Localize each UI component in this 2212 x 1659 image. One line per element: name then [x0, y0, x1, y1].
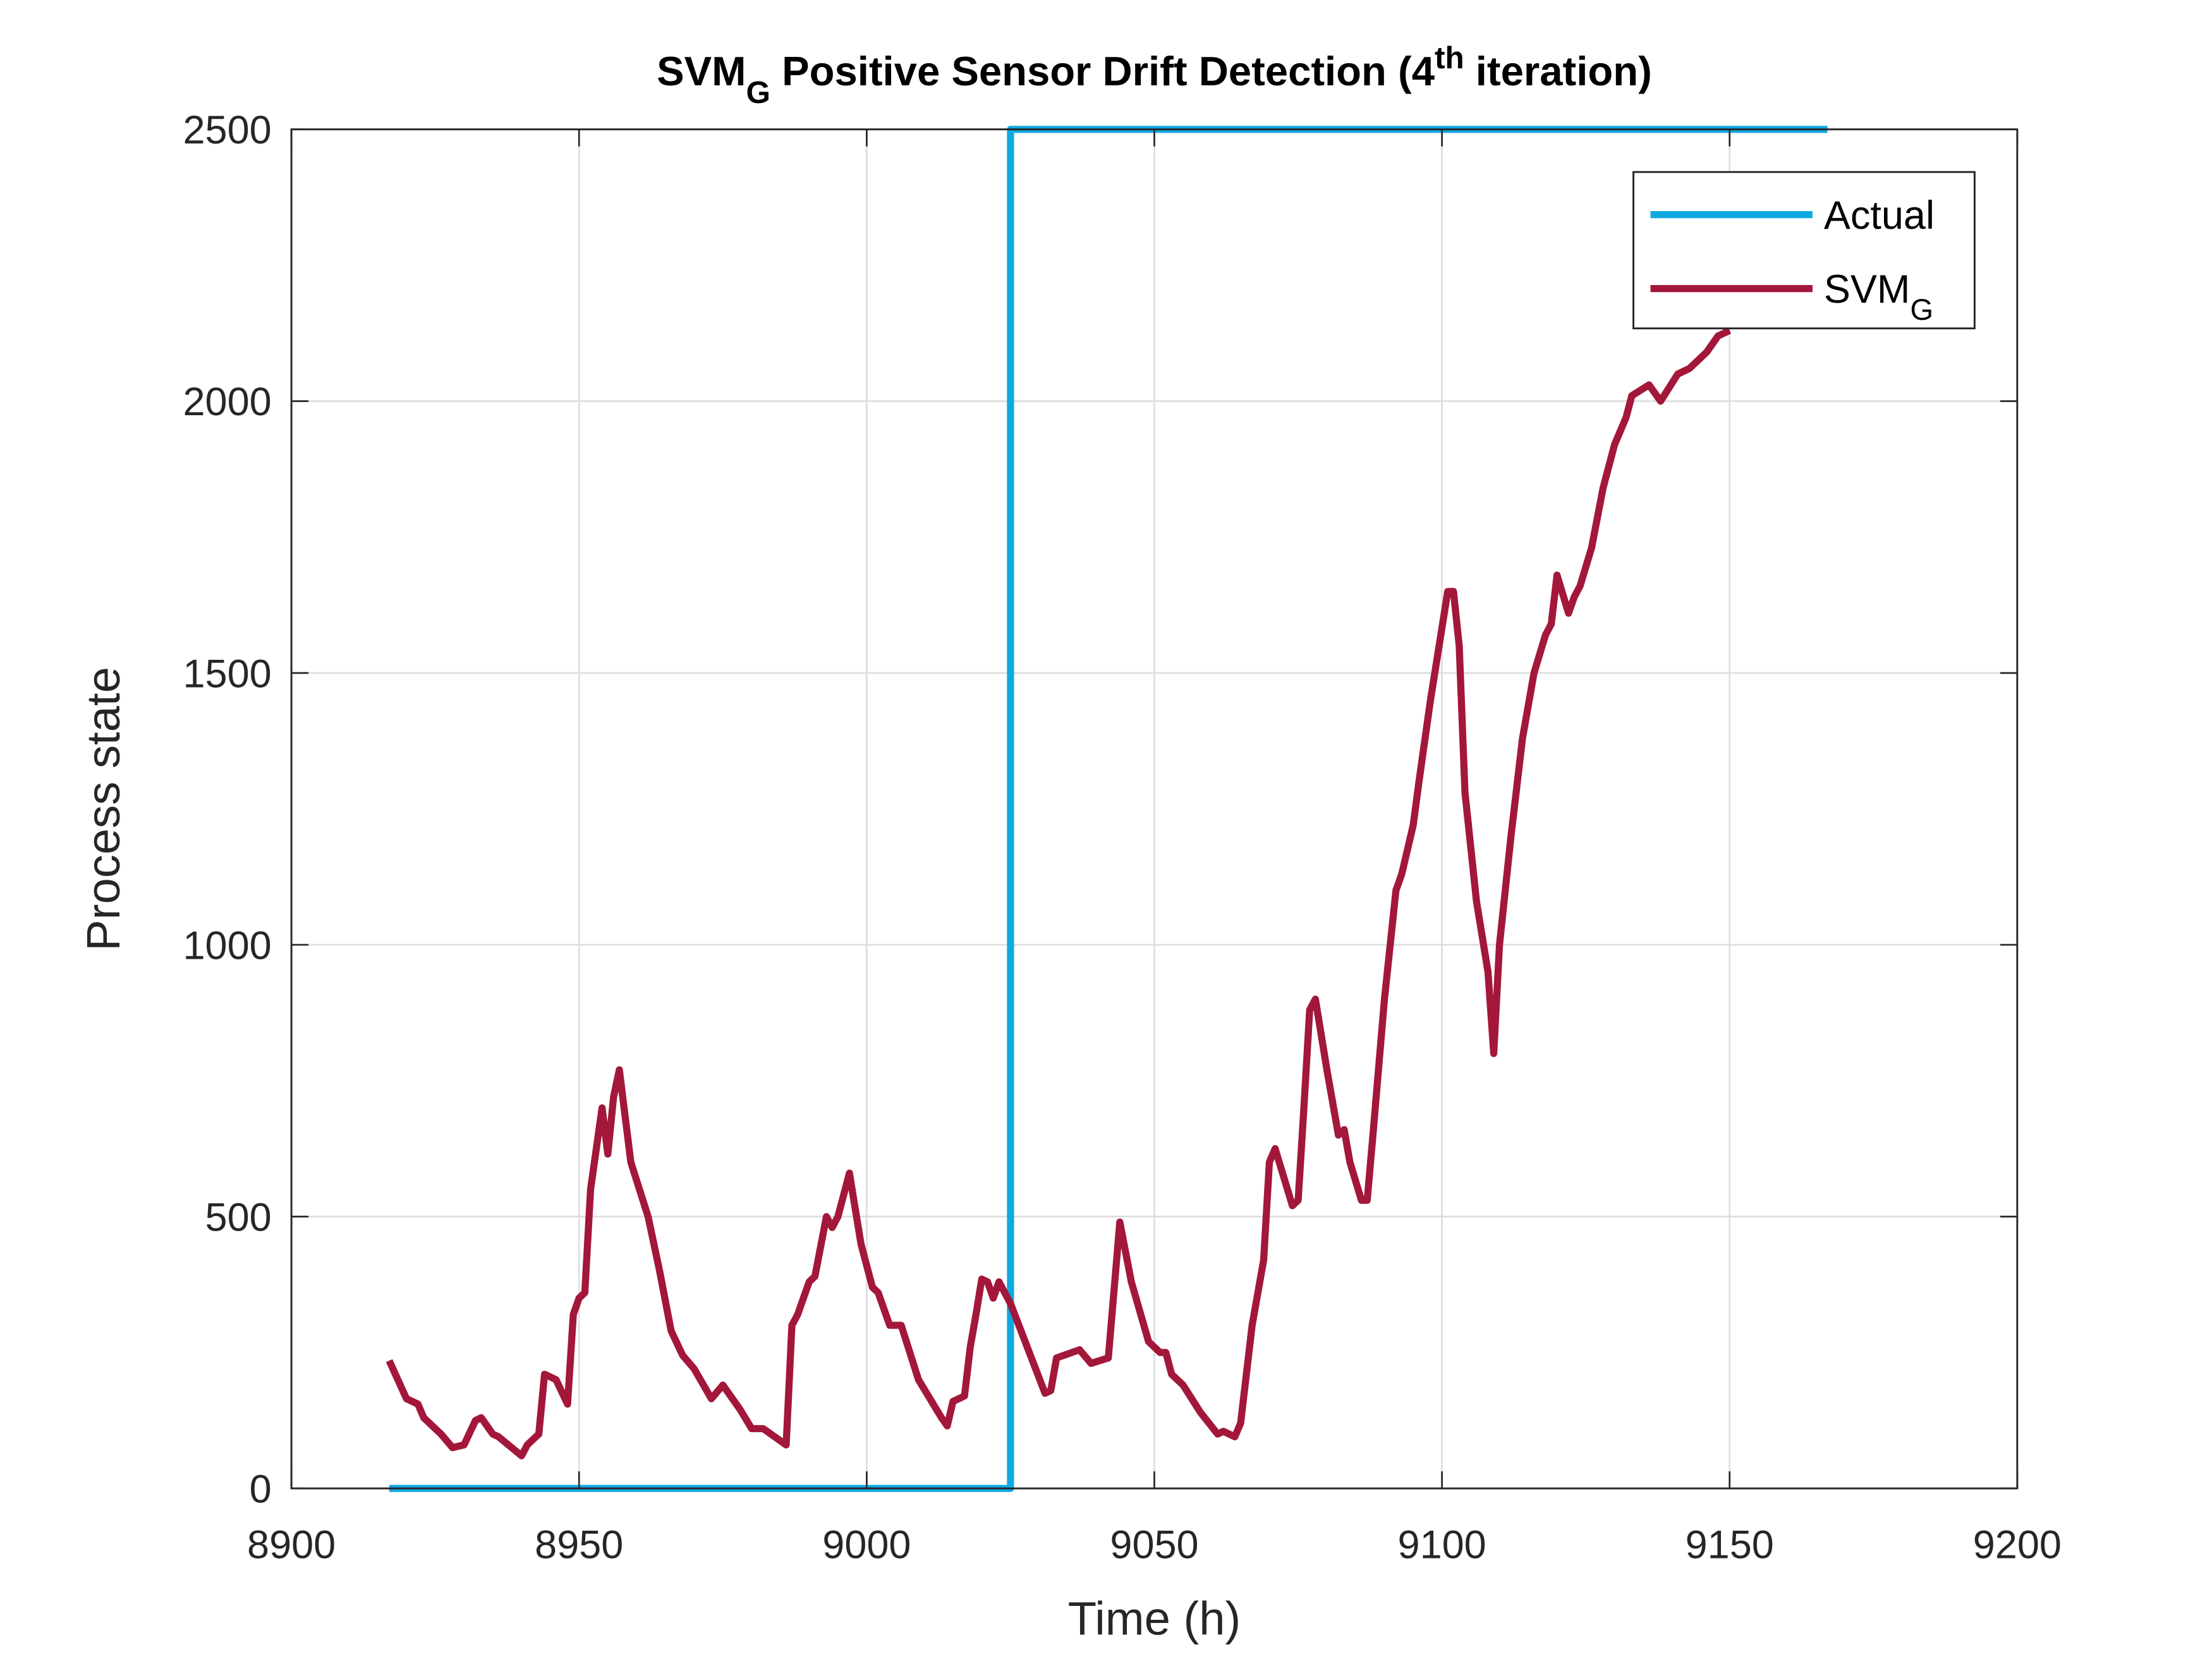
- legend-label-text: SVM: [1824, 267, 1910, 312]
- y-tick-label: 2000: [183, 380, 272, 424]
- x-axis-label: Time (h): [1068, 1593, 1241, 1645]
- series-line: [386, 327, 1732, 1460]
- y-axis-label: Process state: [77, 667, 130, 951]
- legend-label-text: Actual: [1824, 193, 1935, 238]
- y-tick-label: 1500: [183, 652, 272, 696]
- x-tick-label: 9050: [1110, 1522, 1198, 1567]
- y-tick-label: 500: [205, 1195, 272, 1239]
- legend-label-subscript: G: [1910, 293, 1933, 327]
- x-tick-label: 9200: [1973, 1522, 2062, 1567]
- chart-title: SVMG Positive Sensor Drift Detection (4t…: [657, 40, 1652, 109]
- legend-box: [1632, 171, 1976, 330]
- x-tick-label: 9150: [1686, 1522, 1774, 1567]
- title-part: SVM: [657, 48, 746, 94]
- x-tick-label: 8900: [247, 1522, 336, 1567]
- title-part: th: [1435, 40, 1464, 75]
- title-part: G: [746, 75, 770, 109]
- y-tick-label: 0: [250, 1468, 272, 1512]
- title-part: Positive Sensor Drift Detection (4: [770, 48, 1435, 94]
- title-part: iteration): [1464, 48, 1652, 94]
- x-tick-label: 9000: [822, 1522, 911, 1567]
- legend-label: Actual: [1824, 193, 1935, 238]
- x-tick-label: 9100: [1398, 1522, 1486, 1567]
- x-tick-label: 8950: [535, 1522, 623, 1567]
- legend-label: SVMG: [1824, 267, 1933, 326]
- y-tick-label: 1000: [183, 923, 272, 968]
- legend: Actual SVMG: [1632, 171, 1976, 330]
- y-tick-label: 2500: [183, 108, 272, 152]
- ticks: 8900 8950 9000 9050 9100 9150 9200 0 500 1000 1500…: [183, 108, 2062, 1567]
